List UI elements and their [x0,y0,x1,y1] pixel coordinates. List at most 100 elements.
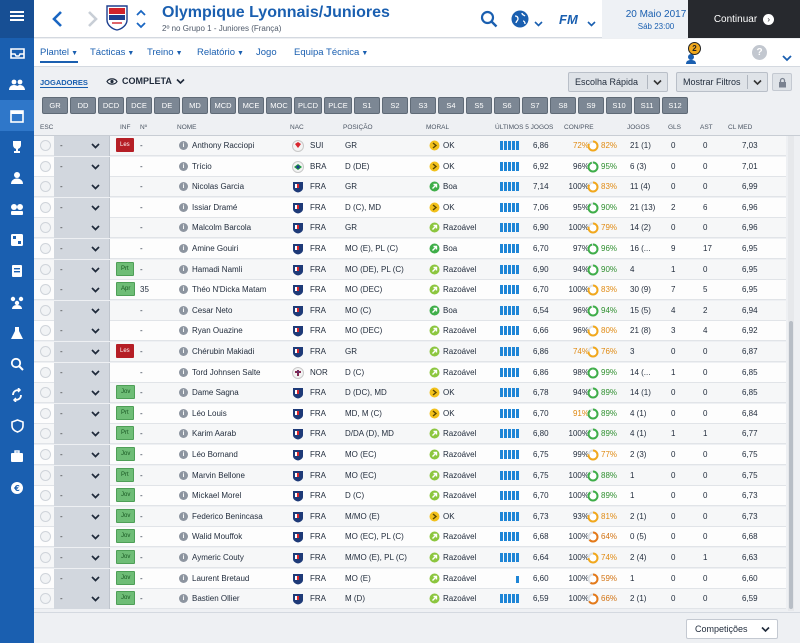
table-row[interactable]: - Jov - i Mickael Morel FRA D (C) Razoáv… [34,486,786,507]
info-icon[interactable]: i [179,182,188,192]
role-selector[interactable]: - [54,300,110,321]
info-icon[interactable]: i [179,491,188,501]
tab-staff[interactable]: Equipa Técnica ▼ [294,47,368,58]
col-ast[interactable]: AST [700,124,713,131]
info-icon[interactable]: i [179,532,188,542]
table-row[interactable]: - - i Trício BRA D (DE) OK 6,92 96% 95% … [34,156,786,177]
position-filter-dce[interactable]: DCE [126,97,152,114]
player-name[interactable]: Mickael Morel [192,491,242,501]
euro-icon[interactable]: € [0,472,34,503]
info-icon[interactable]: i [179,244,188,253]
player-name[interactable]: Bastien Ollier [192,594,240,604]
player-name[interactable]: Dame Sagna [192,388,239,398]
select-checkbox[interactable] [40,160,51,172]
col-pos[interactable]: POSIÇÃO [343,124,373,131]
role-selector[interactable]: - [54,280,110,301]
globe-icon[interactable] [510,9,530,29]
status-badge[interactable]: Jov [116,385,136,400]
player-name[interactable]: Aymeric Couty [192,553,244,562]
position-filter-de[interactable]: DE [154,97,180,114]
position-filter-s3[interactable]: S3 [410,97,436,114]
table-row[interactable]: - - i Issiar Dramé FRA D (C), MD OK 7,06… [34,197,786,218]
select-checkbox[interactable] [40,243,51,254]
info-icon[interactable]: i [179,470,188,480]
role-selector[interactable]: - [54,259,110,280]
chevron-down-icon[interactable] [534,15,543,27]
status-badge[interactable]: Prt [116,426,134,441]
col-avg[interactable]: CL MED [728,124,753,131]
finances-icon[interactable] [0,441,34,472]
role-selector[interactable]: - [54,445,110,465]
role-selector[interactable]: - [54,424,110,445]
status-badge[interactable]: Jov [116,591,136,606]
status-badge[interactable]: Jov [116,529,136,544]
role-selector[interactable]: - [54,548,110,568]
role-selector[interactable]: - [54,197,110,218]
position-filter-s12[interactable]: S12 [662,97,688,114]
info-icon[interactable]: i [179,553,188,562]
notifications-icon[interactable]: 2 [682,42,704,65]
position-filter-dd[interactable]: DD [70,97,96,114]
table-row[interactable]: - Jov - i Léo Bornand FRA MO (EC) Razoáv… [34,445,786,465]
table-row[interactable]: - - i Malcolm Barcola FRA GR Razoável 6,… [34,218,786,239]
select-checkbox[interactable] [40,181,51,193]
tab-training[interactable]: Treino ▼ [147,47,183,58]
vertical-scrollbar[interactable] [788,136,794,611]
shield-icon[interactable] [0,410,34,441]
table-row[interactable]: - Les - i Anthony Racciopi SUI GR OK 6,8… [34,136,786,156]
player-name[interactable]: Walid Mouffok [192,532,243,542]
position-filter-s2[interactable]: S2 [382,97,408,114]
table-row[interactable]: - Prt - i Hamadi Namli FRA MO (DE), PL (… [34,259,786,280]
info-icon[interactable]: i [179,367,188,377]
player-name[interactable]: Cesar Neto [192,305,233,315]
select-checkbox[interactable] [40,263,51,275]
info-icon[interactable]: i [179,202,188,212]
col-moral[interactable]: MORAL [426,124,450,131]
fm-logo-icon[interactable]: FM [558,11,586,27]
continue-button[interactable]: Continuar › [688,0,800,38]
status-badge[interactable]: Jov [116,508,136,523]
select-checkbox[interactable] [40,593,51,605]
search-icon[interactable] [480,10,498,28]
col-name[interactable]: NOME [177,124,197,131]
col-num[interactable]: Nº [140,124,148,131]
team-icon[interactable] [0,286,34,317]
tab-tactics[interactable]: Tácticas ▼ [90,47,134,58]
tab-report[interactable]: Relatório ▼ [197,47,244,58]
trophy-icon[interactable] [0,131,34,162]
select-checkbox[interactable] [40,140,51,151]
player-name[interactable]: Karim Aarab [192,429,237,439]
status-badge[interactable]: Jov [116,447,136,461]
position-filter-mce[interactable]: MCE [238,97,264,114]
table-row[interactable]: - Jov - i Bastien Ollier FRA M (D) Razoá… [34,589,786,610]
info-icon[interactable]: i [179,429,188,439]
notes-icon[interactable] [0,255,34,286]
position-filter-mcd[interactable]: MCD [210,97,236,114]
select-checkbox[interactable] [40,531,51,543]
scrollbar-thumb[interactable] [789,321,793,609]
tactics-icon[interactable] [0,224,34,255]
select-checkbox[interactable] [40,387,51,399]
status-badge[interactable]: Jov [116,570,136,585]
role-selector[interactable]: - [54,156,110,177]
player-name[interactable]: Hamadi Namli [192,264,243,274]
table-row[interactable]: - Jov - i Aymeric Couty FRA M/MO (E), PL… [34,548,786,568]
status-badge[interactable]: Prt [116,467,134,482]
info-icon[interactable]: i [179,161,188,171]
position-filter-s9[interactable]: S9 [578,97,604,114]
player-name[interactable]: Federico Benincasa [192,511,263,521]
view-selector[interactable]: COMPLETA [106,76,185,86]
player-name[interactable]: Théo N'Dicka Matam [192,285,267,295]
competitions-dropdown[interactable]: Competições [686,619,778,639]
select-checkbox[interactable] [40,304,51,316]
position-filter-s8[interactable]: S8 [550,97,576,114]
info-icon[interactable]: i [179,408,188,418]
info-icon[interactable]: i [179,347,188,356]
position-filter-dcd[interactable]: DCD [98,97,124,114]
select-checkbox[interactable] [40,325,51,337]
info-icon[interactable]: i [179,573,188,583]
table-row[interactable]: - Prt - i Karim Aarab FRA D/DA (D), MD R… [34,424,786,445]
role-selector[interactable]: - [54,465,110,486]
training-icon[interactable] [0,317,34,348]
position-filter-s5[interactable]: S5 [466,97,492,114]
